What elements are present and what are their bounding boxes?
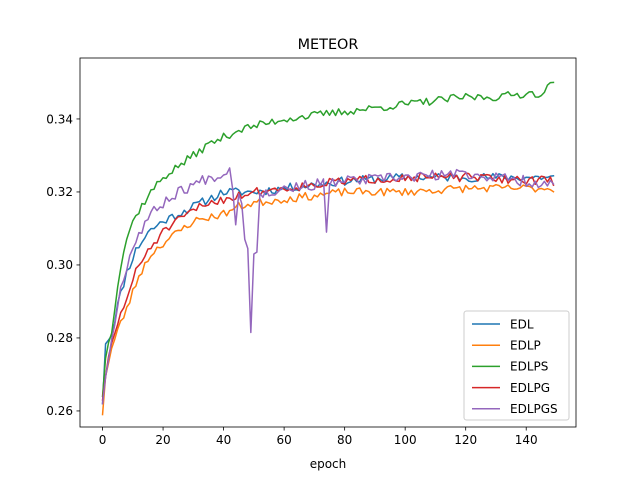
legend-item-edlpg: EDLPG: [472, 381, 550, 395]
legend-label-edl: EDL: [510, 317, 534, 331]
legend-item-edlps: EDLPS: [472, 360, 548, 374]
legend-label-edlpg: EDLPG: [510, 381, 550, 395]
series-group: [101, 81, 555, 416]
y-tick-label-3: 0.32: [46, 185, 73, 199]
legend-item-edl: EDL: [472, 317, 534, 331]
legend: EDL EDLP EDLPS EDLPG EDLPGS: [463, 310, 570, 421]
x-tick-label-120: 120: [454, 433, 477, 447]
y-tick-label-2: 0.30: [46, 258, 73, 272]
legend-item-edlpgs: EDLPGS: [472, 402, 558, 416]
axes-frame: [79, 57, 577, 428]
axes: 0 20 40 60 80 100 120 140 0.26 0.28 0.30 0.32 0.34: [46, 57, 577, 447]
x-tick-label-60: 60: [276, 433, 291, 447]
x-tick-label-0: 0: [99, 433, 107, 447]
x-tick-label-20: 20: [155, 433, 170, 447]
x-tick-label-40: 40: [216, 433, 231, 447]
legend-item-edlp: EDLP: [472, 339, 541, 353]
legend-box: [463, 310, 570, 421]
y-tick-label-0: 0.26: [46, 404, 73, 418]
chart-title: METEOR: [298, 37, 359, 53]
legend-label-edlp: EDLP: [510, 339, 541, 353]
series-line-edlpg: [101, 172, 555, 401]
x-tick-label-140: 140: [515, 433, 538, 447]
series-line-edlp: [101, 183, 555, 416]
legend-label-edlps: EDLPS: [510, 360, 548, 374]
x-tick-label-100: 100: [394, 433, 417, 447]
series-line-edlps: [101, 81, 555, 398]
y-tick-label-1: 0.28: [46, 331, 73, 345]
x-tick-label-80: 80: [337, 433, 352, 447]
series-line-edlpgs: [101, 167, 555, 405]
x-axis-title: epoch: [310, 457, 347, 471]
y-tick-label-4: 0.34: [46, 112, 73, 126]
legend-label-edlpgs: EDLPGS: [510, 402, 558, 416]
